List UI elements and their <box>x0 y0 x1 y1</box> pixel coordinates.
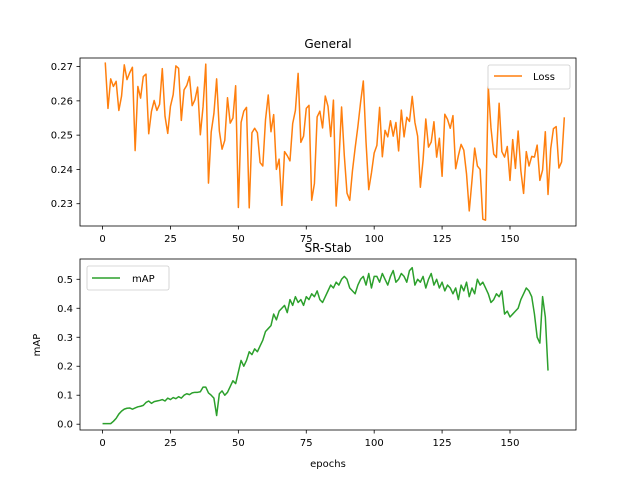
map-legend-box <box>86 265 170 291</box>
loss-x-tick-label: 100 <box>365 234 384 245</box>
loss-series-line-0 <box>104 62 566 221</box>
map-plot-area <box>102 266 549 425</box>
map-x-tick-label: 100 <box>365 438 384 449</box>
loss-x-tick-label: 25 <box>164 234 177 245</box>
loss-plot-area <box>104 62 566 221</box>
loss-y-tick-label: 0.26 <box>51 96 73 107</box>
loss-legend-box <box>487 64 571 90</box>
loss-y-tick-label: 0.25 <box>51 131 73 142</box>
map-y-tick-label: 0.2 <box>57 362 73 373</box>
loss-x-tick-label: 0 <box>99 234 105 245</box>
loss-subplot-title: General <box>304 37 351 51</box>
loss-x-tick-label: 75 <box>300 234 313 245</box>
map-y-tick-label: 0.5 <box>57 275 73 286</box>
loss-y-tick-label: 0.27 <box>51 62 73 73</box>
map-ticks: 0 25 50 75 100 125 150 0.0 0.1 0.2 0.3 0.4 0.5 <box>57 275 519 449</box>
loss-legend-label: Loss <box>533 72 555 83</box>
map-x-tick-label: 25 <box>164 438 177 449</box>
map-y-tick-label: 0.3 <box>57 333 73 344</box>
loss-x-tick-label: 150 <box>500 234 519 245</box>
map-x-tick-label: 150 <box>500 438 519 449</box>
map-legend-label: mAP <box>132 274 155 285</box>
loss-ticks: 0 25 50 75 100 125 150 0.23 0.24 0.25 0.26 0.27 <box>51 62 520 245</box>
loss-subplot: General 0 25 50 75 100 125 150 0.23 0.24 0.25 0.26… <box>51 37 577 245</box>
loss-axes-frame <box>79 57 577 227</box>
map-y-tick-label: 0.1 <box>57 391 73 402</box>
loss-y-tick-label: 0.24 <box>51 165 73 176</box>
map-x-tick-label: 75 <box>300 438 313 449</box>
map-y-tick-label: 0.4 <box>57 304 73 315</box>
map-subplot: SR-Stab 0 25 50 75 100 125 1500.00.10.20.30.40… <box>32 241 577 470</box>
loss-x-tick-label: 50 <box>232 234 245 245</box>
map-x-tick-label: 50 <box>232 438 245 449</box>
map-y-tick-label: 0.0 <box>57 420 73 431</box>
map-axes-frame <box>79 258 577 431</box>
loss-legend: Loss <box>487 64 571 90</box>
map-x-tick-label: 0 <box>99 438 105 449</box>
map-x-axis-label: epochs <box>310 459 346 470</box>
map-subplot-title: SR-Stab <box>304 241 351 255</box>
map-series-line-0 <box>102 266 549 425</box>
map-legend: mAP <box>86 265 170 291</box>
loss-y-tick-label: 0.23 <box>51 199 73 210</box>
loss-x-tick-label: 125 <box>433 234 452 245</box>
map-y-axis-label: mAP <box>32 334 43 357</box>
map-x-tick-label: 125 <box>433 438 452 449</box>
